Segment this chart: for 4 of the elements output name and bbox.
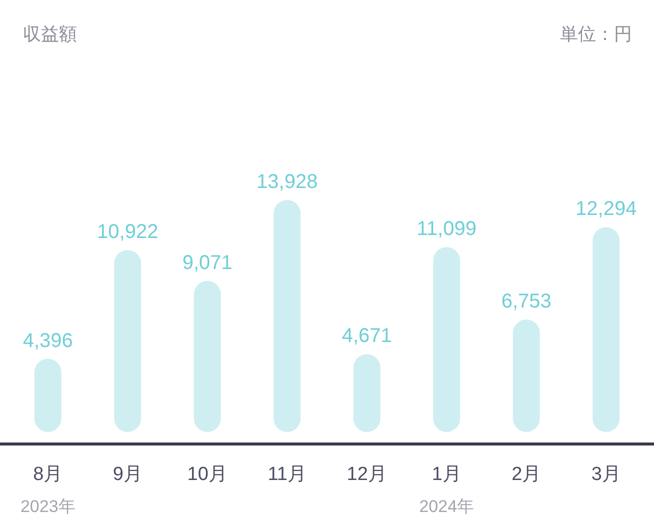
title: 収益額	[23, 24, 77, 44]
annotation: 単位：円	[560, 24, 632, 44]
annotation: 2024年	[419, 497, 474, 516]
annotation: 2023年	[20, 497, 76, 516]
